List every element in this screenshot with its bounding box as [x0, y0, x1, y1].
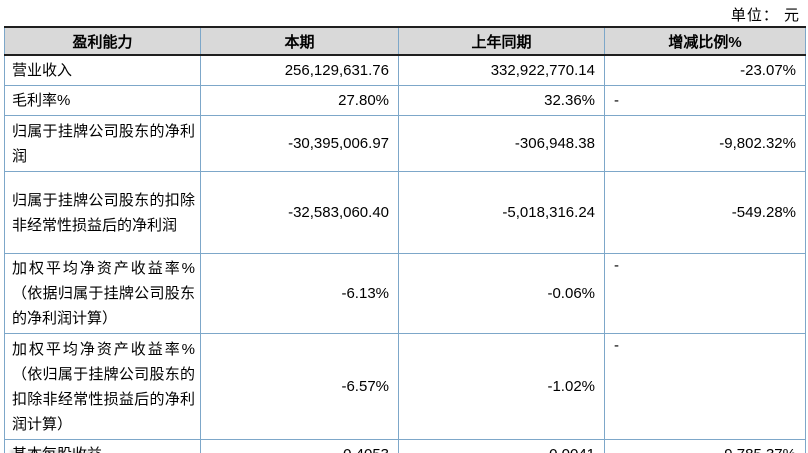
- current-value: -6.57%: [200, 333, 399, 440]
- column-header-change: 增减比例%: [604, 26, 806, 56]
- row-label: 营业收入: [4, 54, 201, 86]
- row-label: 毛利率%: [4, 85, 201, 116]
- current-value: -32,583,060.40: [200, 171, 399, 254]
- change-value: -23.07%: [604, 54, 806, 86]
- table-row-weighted-roe-deducted: 加权平均净资产收益率%（依归属于挂牌公司股东的扣除非经常性损益后的净利润计算） …: [4, 333, 806, 440]
- prior-value: 332,922,770.14: [398, 54, 605, 86]
- prior-value: -5,018,316.24: [398, 171, 605, 254]
- prior-value: 32.36%: [398, 85, 605, 116]
- unit-label: 单位： 元: [730, 7, 800, 24]
- row-label: 归属于挂牌公司股东的净利润: [4, 115, 201, 172]
- current-value: 27.80%: [200, 85, 399, 116]
- current-value: 256,129,631.76: [200, 54, 399, 86]
- column-header-prior: 上年同期: [398, 26, 605, 56]
- table-header-row: 盈利能力 本期 上年同期 增减比例%: [4, 26, 806, 56]
- row-label: 加权平均净资产收益率%（依据归属于挂牌公司股东的净利润计算）: [4, 253, 201, 334]
- prior-value: -1.02%: [398, 333, 605, 440]
- prior-value: -0.06%: [398, 253, 605, 334]
- table-row-revenue: 营业收入 256,129,631.76 332,922,770.14 -23.0…: [4, 54, 806, 86]
- change-value: -: [604, 333, 806, 440]
- table-row-gross-margin: 毛利率% 27.80% 32.36% -: [4, 85, 806, 116]
- row-label: 加权平均净资产收益率%（依归属于挂牌公司股东的扣除非经常性损益后的净利润计算）: [4, 333, 201, 440]
- table-row-net-profit: 归属于挂牌公司股东的净利润 -30,395,006.97 -306,948.38…: [4, 115, 806, 172]
- table-row-weighted-roe: 加权平均净资产收益率%（依据归属于挂牌公司股东的净利润计算） -6.13% -0…: [4, 253, 806, 334]
- current-value: -0.4053: [200, 439, 399, 453]
- profitability-table: 盈利能力 本期 上年同期 增减比例% 营业收入 256,129,631.76 3…: [4, 26, 806, 453]
- row-label: 归属于挂牌公司股东的扣除非经常性损益后的净利润: [4, 171, 201, 254]
- current-value: -6.13%: [200, 253, 399, 334]
- row-label: 基本每股收益 基本每股收益: [4, 439, 201, 453]
- change-value: -: [604, 253, 806, 334]
- change-value: -: [604, 85, 806, 116]
- change-value: -9,802.32%: [604, 115, 806, 172]
- table-row-basic-eps: 基本每股收益 基本每股收益 -0.4053 -0.0041 -9,785.37%: [4, 439, 806, 453]
- change-value: -9,785.37%: [604, 439, 806, 453]
- prior-value: -306,948.38: [398, 115, 605, 172]
- change-value: -549.28%: [604, 171, 806, 254]
- column-header-current: 本期: [200, 26, 399, 56]
- table-row-net-profit-deducted: 归属于挂牌公司股东的扣除非经常性损益后的净利润 -32,583,060.40 -…: [4, 171, 806, 254]
- current-value: -30,395,006.97: [200, 115, 399, 172]
- column-header-metric: 盈利能力: [4, 26, 201, 56]
- prior-value: -0.0041: [398, 439, 605, 453]
